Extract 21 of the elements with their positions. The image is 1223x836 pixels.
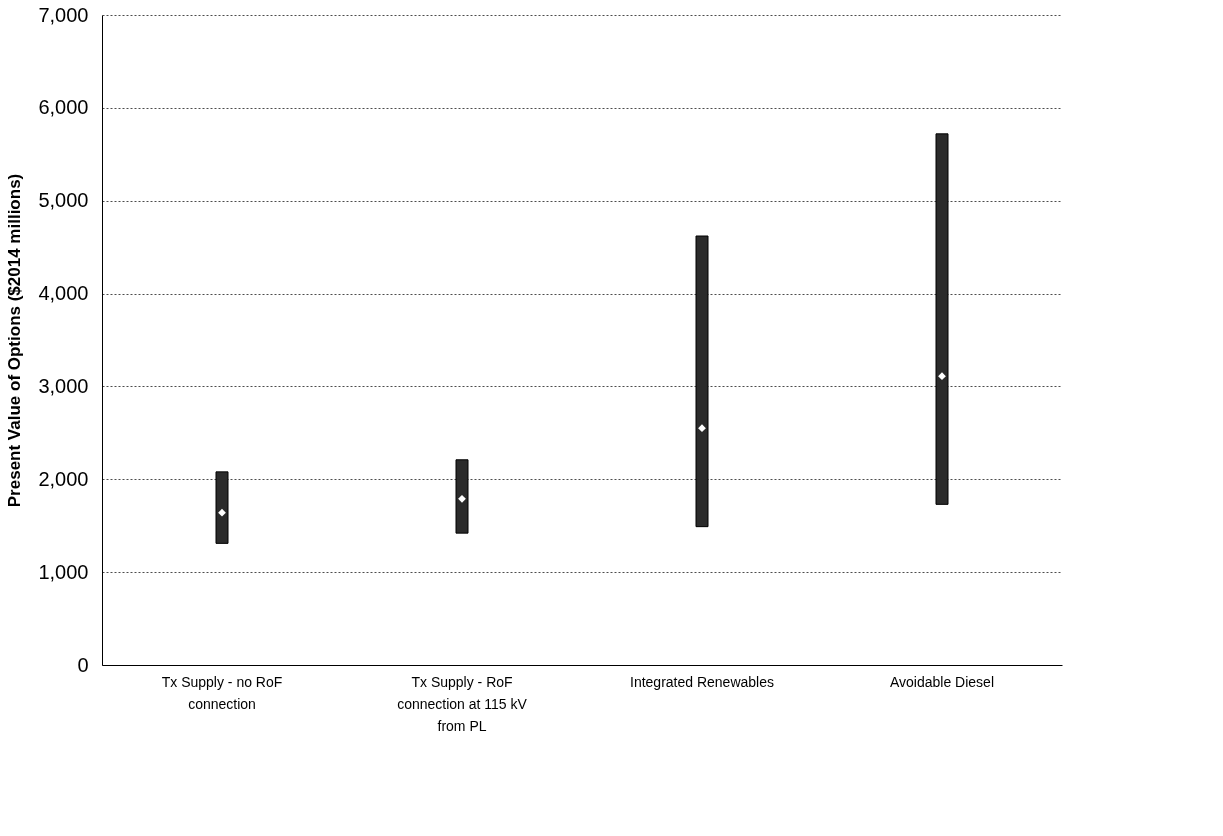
y-tick-label: 0	[77, 653, 89, 676]
x-tick-label: Integrated Renewables	[630, 673, 774, 690]
y-axis-title: Present Value of Options ($2014 millions)	[5, 173, 25, 508]
y-tick-label: 6,000	[38, 96, 89, 119]
point	[218, 508, 226, 517]
bar	[695, 235, 709, 528]
point	[458, 494, 466, 503]
y-tick-label: 5,000	[38, 189, 89, 212]
y-tick-label: 1,000	[38, 560, 89, 583]
bar	[935, 133, 949, 505]
x-tick-label: Tx Supply - RoF connection at 115 kV from PL	[397, 673, 528, 734]
bar	[215, 471, 229, 544]
y-tick-label: 3,000	[38, 374, 89, 397]
bar	[455, 459, 469, 534]
point	[698, 424, 706, 433]
y-tick-label: 7,000	[38, 3, 89, 26]
x-tick-label: Avoidable Diesel	[889, 673, 995, 690]
point	[938, 372, 946, 381]
y-tick-label: 2,000	[38, 467, 89, 490]
x-tick-label: Tx Supply - no RoF connection	[161, 673, 283, 712]
y-tick-label: 4,000	[38, 282, 89, 305]
